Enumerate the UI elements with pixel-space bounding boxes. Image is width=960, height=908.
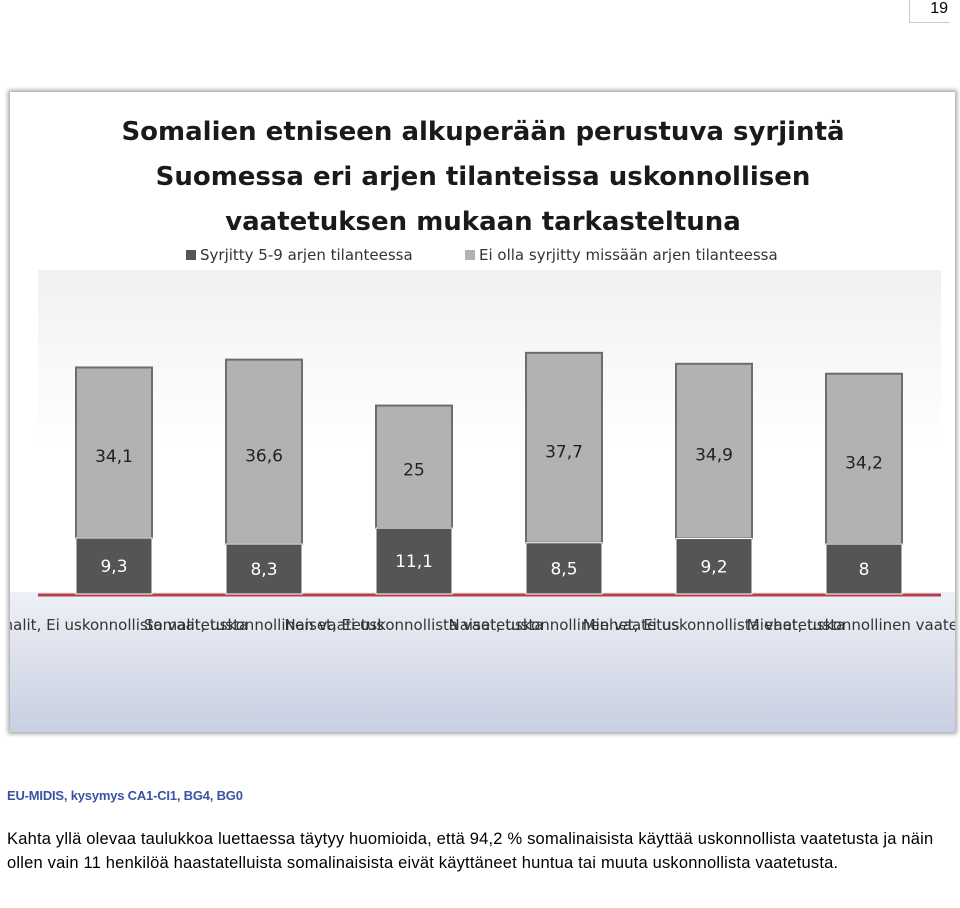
bar-segment-not-discriminated — [675, 362, 753, 540]
data-label-not-discriminated: 37,7 — [545, 443, 583, 463]
legend-swatch — [465, 250, 475, 260]
data-label-discriminated: 8,3 — [250, 560, 277, 580]
category-label: Miehet, Ei uskonnollista vaatetusta — [583, 616, 846, 634]
category-label: Somalit, Ei uskonnollista vaatetusta — [10, 616, 248, 634]
bar-segment-not-discriminated — [825, 372, 903, 545]
bar-segment-discriminated — [225, 543, 303, 595]
plot-area — [38, 270, 941, 595]
chart-svg: Somalien etniseen alkuperään perustuva s… — [10, 117, 955, 732]
category-label: Somalit, uskonnollinen vaatetus — [144, 616, 384, 634]
body-paragraph: Kahta yllä olevaa taulukkoa luettaessa t… — [7, 830, 934, 872]
bar-segment-discriminated — [375, 527, 453, 595]
chart: Somalien etniseen alkuperään perustuva s… — [10, 92, 955, 732]
chart-title-line: Suomessa eri arjen tilanteissa uskonnoll… — [156, 162, 811, 192]
bar-segment-discriminated — [825, 543, 903, 595]
category-label: Naiset, Ei uskonnollista vaatetusta — [284, 616, 543, 634]
data-label-discriminated: 8,5 — [550, 559, 577, 579]
chart-title-line: Somalien etniseen alkuperään perustuva s… — [121, 117, 844, 147]
chart-title-line: vaatetuksen mukaan tarkasteltuna — [225, 207, 741, 237]
data-label-not-discriminated: 34,2 — [845, 453, 883, 473]
data-label-not-discriminated: 36,6 — [245, 446, 283, 466]
data-label-discriminated: 11,1 — [395, 552, 433, 572]
plot-floor — [10, 592, 955, 732]
data-label-discriminated: 9,2 — [700, 557, 727, 577]
bar-segment-discriminated — [525, 542, 603, 595]
bar-segment-not-discriminated — [375, 404, 453, 530]
legend-label: Ei olla syrjitty missään arjen tilantees… — [479, 246, 778, 264]
data-label-not-discriminated: 25 — [403, 460, 425, 480]
source-note: EU-MIDIS, kysymys CA1-CI1, BG4, BG0 — [7, 788, 243, 803]
data-label-not-discriminated: 34,1 — [95, 447, 133, 467]
bar-segment-discriminated — [75, 537, 153, 595]
bar-segment-not-discriminated — [525, 351, 603, 544]
data-label-discriminated: 8 — [859, 560, 870, 580]
category-label: Naiset, uskonnollinen vaatetus — [449, 616, 680, 634]
category-label: Miehet, uskonnollinen vaatetus — [747, 616, 955, 634]
data-label-not-discriminated: 34,9 — [695, 446, 733, 466]
data-label-discriminated: 9,3 — [100, 557, 127, 577]
legend-swatch — [186, 250, 196, 260]
page-number: 19 — [909, 0, 950, 23]
legend-label: Syrjitty 5-9 arjen tilanteessa — [200, 246, 413, 264]
bar-segment-discriminated — [675, 538, 753, 595]
